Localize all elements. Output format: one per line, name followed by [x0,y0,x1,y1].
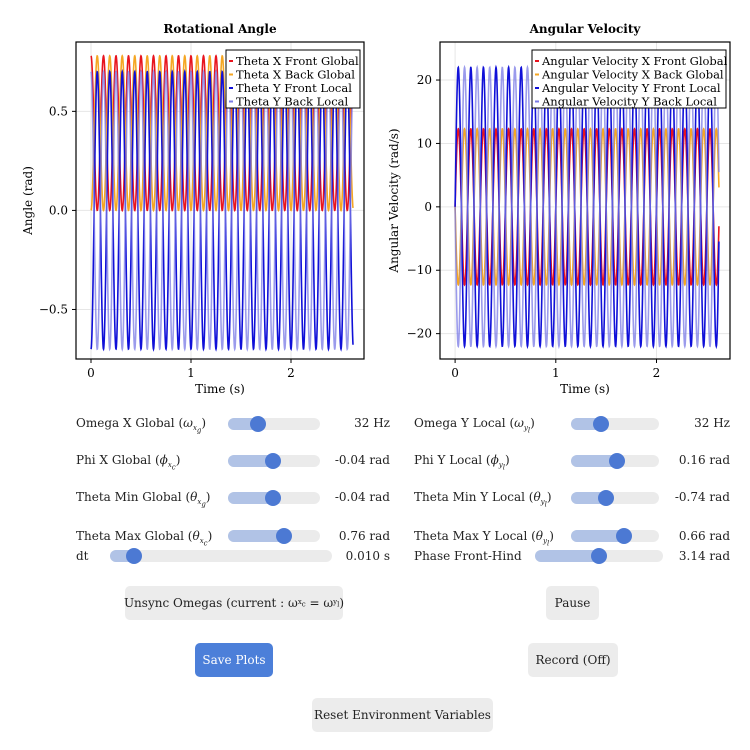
phi-y-value: 0.16 rad [678,453,730,467]
slider-knob[interactable] [608,453,625,469]
omega-x-label: Omega X Global (ωxg) [76,416,207,435]
y-tick-label: 20 [417,73,432,87]
slider-knob[interactable] [276,528,293,544]
slider-fill [228,530,285,542]
slider-fill [228,492,274,504]
record-button[interactable]: Record (Off) [528,643,618,677]
series-line-4 [90,68,354,352]
legend-box [225,49,361,109]
omega-x-slider[interactable] [228,416,320,432]
dt-value: 0.010 s [345,549,390,563]
y-tick-label: −10 [407,263,432,277]
y-tick-label: −20 [407,327,432,341]
plot-frame [75,41,365,360]
slider-knob[interactable] [598,490,615,506]
y-axis-label: Angular Velocity (rad/s) [387,128,401,273]
phi-x-slider[interactable] [228,453,320,469]
theta-min-x-slider[interactable] [228,490,320,506]
theta-min-y-label: Theta Min Y Local (θyl) [414,490,552,509]
phi-x-label: Phi X Global (ϕxc) [76,453,181,472]
series-line-1 [90,54,354,213]
x-tick-label: 1 [552,366,560,380]
y-axis-label: Angle (rad) [21,166,35,236]
legend-label: Theta X Front Global [236,54,359,68]
x-axis-label: Time (s) [560,382,610,396]
slider-knob[interactable] [591,548,607,564]
omega-y-slider[interactable] [571,416,659,432]
y-tick-label: 10 [417,136,432,150]
slider-knob[interactable] [615,528,632,544]
phi-x-value: -0.04 rad [334,453,390,467]
plot-2: 0 1 2 20 10 0 −10 −20 Angular Velocity Time (s) An… [387,22,731,396]
slider-knob[interactable] [126,548,143,564]
plot-1: 0 1 2 0.5 0.0 −0.5 Rotational Angle Time (s) Ang… [21,22,365,396]
legend-box [531,49,727,109]
x-axis-label: Time (s) [195,382,245,396]
legend-label: Theta X Back Global [236,68,355,82]
slider-fill [571,455,617,467]
legend-label: Angular Velocity Y Back Local [541,95,717,109]
phase-slider[interactable] [535,548,663,564]
dt-label: dt [76,549,89,563]
slider-fill [228,455,274,467]
theta-max-x-slider[interactable] [228,528,320,544]
omega-y-value: 32 Hz [694,416,730,430]
x-tick-label: 2 [653,366,661,380]
reset-environment-button[interactable]: Reset Environment Variables [312,698,493,732]
slider-knob[interactable] [265,490,282,506]
slider-fill [535,550,599,562]
phi-y-label: Phi Y Local (ϕyl) [414,453,510,472]
phi-y-slider[interactable] [571,453,659,469]
theta-max-y-value: 0.66 rad [678,529,730,543]
slider-knob[interactable] [265,453,282,469]
theta-max-x-label: Theta Max Global (θxc) [76,529,213,548]
pause-button[interactable]: Pause [546,586,599,620]
omega-y-label: Omega Y Local (ωyl) [414,416,535,435]
phase-label: Phase Front-Hind [414,549,522,563]
legend-label: Angular Velocity Y Front Local [541,81,721,95]
plot-frame [439,41,731,360]
x-tick-label: 2 [287,366,295,380]
series-line-4 [454,64,720,350]
theta-max-y-label: Theta Max Y Local (θyl) [414,529,554,548]
theta-min-x-value: -0.04 rad [334,490,390,504]
legend-label: Theta Y Front Local [236,81,352,95]
legend-label: Angular Velocity X Back Global [541,68,724,82]
y-tick-label: 0 [424,200,432,214]
x-tick-label: 0 [87,366,95,380]
omega-x-value: 32 Hz [354,416,390,430]
plots-area: 0 1 2 0.5 0.0 −0.5 Rotational Angle Time (s) Ang… [21,22,731,396]
slider-fill [571,492,607,504]
save-plots-button[interactable]: Save Plots [195,643,273,677]
theta-max-x-value: 0.76 rad [338,529,390,543]
dt-slider[interactable] [110,548,332,564]
y-tick-label: 0.0 [49,203,68,217]
theta-max-y-slider[interactable] [571,528,659,544]
slider-fill [571,530,624,542]
phase-value: 3.14 rad [678,549,730,563]
y-tick-label: 0.5 [49,104,68,118]
theta-min-y-value: -0.74 rad [674,490,730,504]
slider-knob[interactable] [250,416,267,432]
legend-label: Angular Velocity X Front Global [541,54,728,68]
legend-label: Theta Y Back Local [236,95,348,109]
x-tick-label: 0 [451,366,459,380]
theta-min-y-slider[interactable] [571,490,659,506]
y-tick-label: −0.5 [39,302,68,316]
plot-title: Rotational Angle [163,22,277,36]
unsync-omegas-button[interactable]: Unsync Omegas (current : ω xc = ω yl) [124,586,344,620]
x-tick-label: 1 [187,366,195,380]
theta-min-x-label: Theta Min Global (θxg) [76,490,211,509]
slider-knob[interactable] [592,416,609,432]
plot-title: Angular Velocity [529,22,642,36]
